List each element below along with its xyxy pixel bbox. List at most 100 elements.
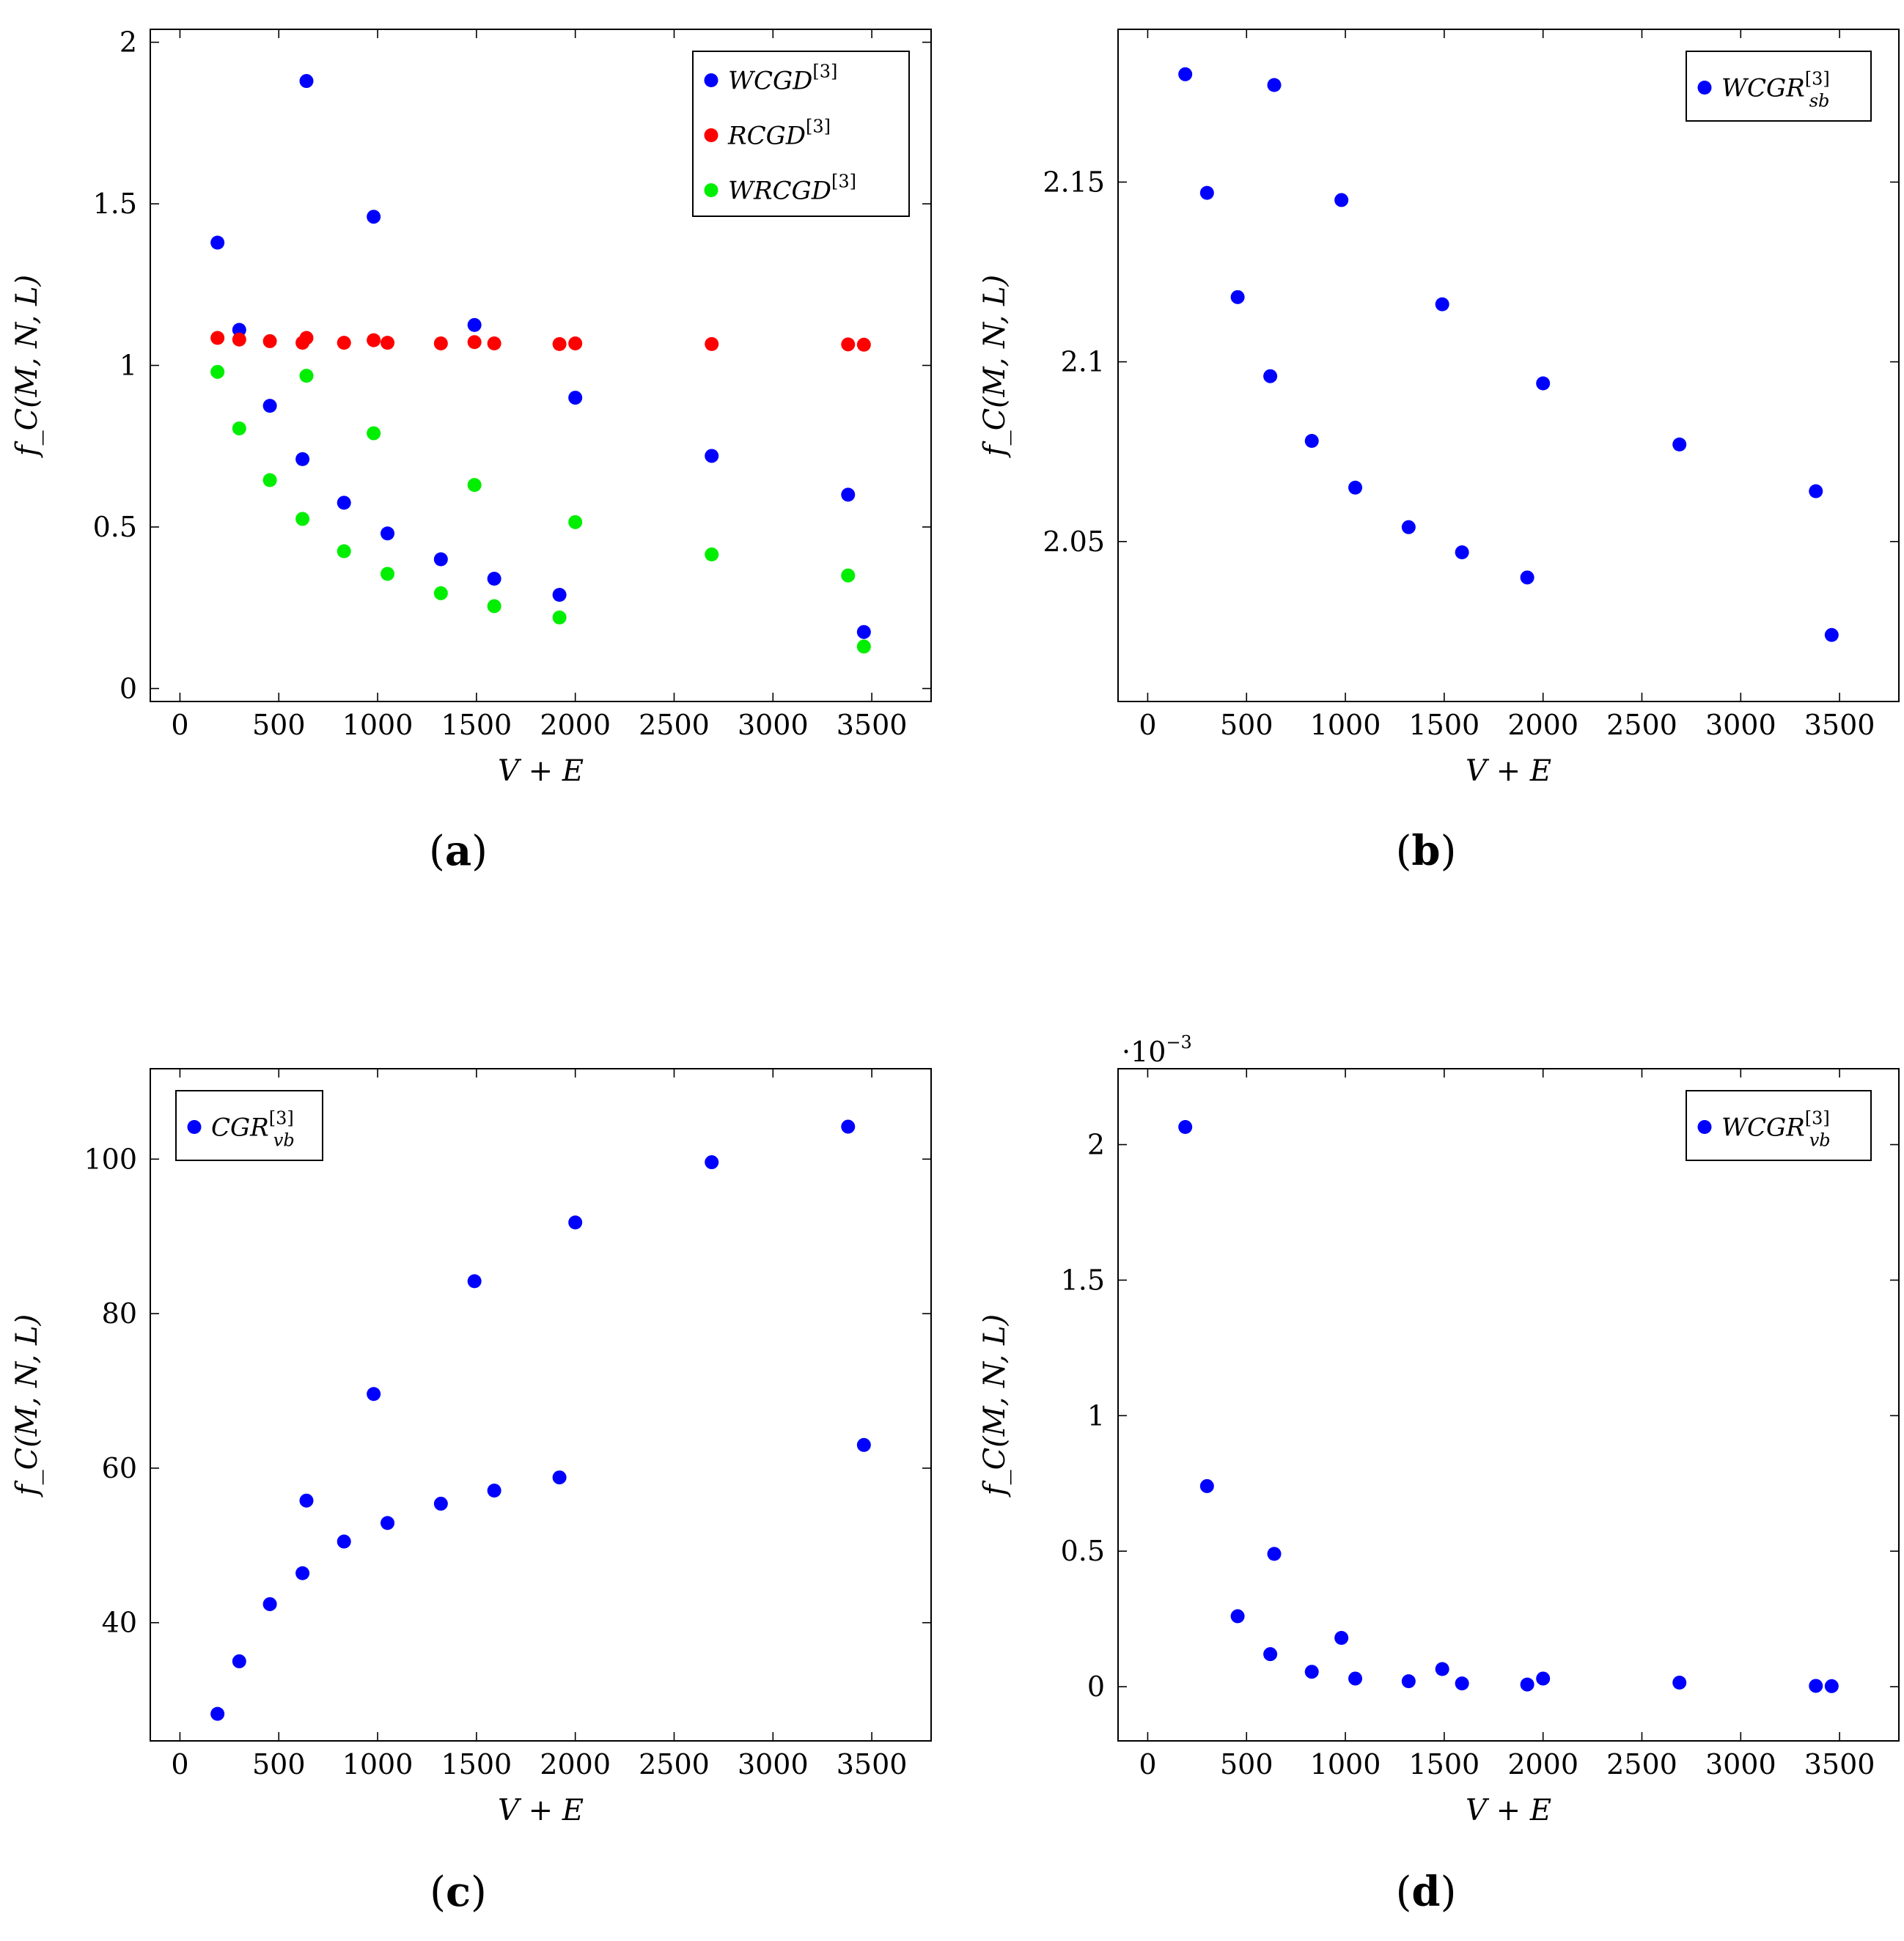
data-point — [1520, 1677, 1534, 1692]
data-point — [1672, 1676, 1687, 1690]
data-point — [1199, 185, 1214, 200]
legend-label-sup: [3] — [806, 117, 831, 137]
x-tick-label: 2500 — [639, 709, 710, 741]
axis-multiplier: ·10−3 — [1122, 1032, 1192, 1068]
data-point — [467, 1274, 482, 1289]
data-point — [856, 625, 871, 639]
data-point — [705, 1155, 719, 1170]
x-tick-label: 1000 — [1310, 1748, 1381, 1780]
data-point — [299, 331, 314, 345]
x-tick-label: 500 — [252, 1748, 306, 1780]
x-tick-label: 1000 — [1310, 709, 1381, 741]
data-point — [262, 1596, 277, 1611]
data-point — [1348, 480, 1363, 495]
legend-label-sup: [3] — [831, 172, 856, 192]
data-point — [1334, 1630, 1349, 1645]
x-tick-label: 1500 — [1409, 1748, 1480, 1780]
data-point — [856, 1437, 871, 1452]
data-point — [295, 512, 310, 526]
y-tick-label: 1 — [120, 350, 137, 382]
x-tick-label: 3500 — [837, 1748, 908, 1780]
data-point — [262, 473, 277, 487]
y-tick-label: 1 — [1087, 1399, 1105, 1432]
x-tick-label: 0 — [1139, 709, 1156, 741]
data-point — [367, 1387, 381, 1402]
data-point — [1199, 1478, 1214, 1493]
data-point — [467, 478, 482, 493]
data-point — [1824, 627, 1839, 642]
legend-label-sup: [3] — [1805, 69, 1830, 89]
x-tick-label: 1500 — [441, 1748, 512, 1780]
data-point — [1230, 1609, 1245, 1624]
data-point — [1520, 570, 1534, 585]
plot-frame — [1117, 1068, 1900, 1742]
x-tick-label: 2000 — [1507, 709, 1578, 741]
x-tick-label: 3500 — [1804, 709, 1875, 741]
data-point — [841, 568, 856, 583]
y-tick-label: 0.5 — [1061, 1535, 1105, 1567]
data-point — [1334, 193, 1349, 207]
y-tick-label: 1.5 — [93, 188, 137, 220]
x-axis-title: V + E — [1466, 1794, 1551, 1827]
x-tick-label: 0 — [171, 709, 188, 741]
x-tick-label: 3000 — [738, 709, 809, 741]
panel-a-label: (a) — [429, 827, 488, 875]
data-point — [1263, 369, 1278, 383]
legend-label-sub: vb — [273, 1130, 295, 1151]
y-axis-title: f_C(M, N, L) — [10, 1314, 44, 1498]
data-point — [841, 337, 856, 352]
y-tick-label: 2 — [1087, 1129, 1105, 1161]
x-tick-label: 3500 — [837, 709, 908, 741]
data-point — [299, 369, 314, 383]
data-point — [210, 364, 225, 379]
x-tick-label: 1500 — [1409, 709, 1480, 741]
data-point — [568, 515, 583, 529]
data-point — [232, 1654, 246, 1668]
data-point — [299, 74, 314, 89]
data-point — [433, 586, 448, 600]
data-point — [1809, 484, 1823, 498]
plot-frame — [150, 1068, 932, 1742]
x-tick-label: 3000 — [1705, 709, 1776, 741]
data-point — [295, 452, 310, 466]
x-tick-label: 2500 — [1606, 709, 1677, 741]
legend-label-sub: sb — [1809, 91, 1830, 111]
data-point — [1401, 520, 1416, 534]
x-tick-label: 2000 — [540, 709, 611, 741]
data-point — [337, 544, 351, 559]
x-tick-label: 0 — [1139, 1748, 1156, 1780]
data-point — [856, 639, 871, 654]
y-axis-title: f_C(M, N, L) — [10, 275, 44, 458]
x-axis-title: V + E — [498, 754, 584, 788]
data-point — [552, 610, 567, 625]
series-wcgr — [1178, 1119, 1839, 1693]
data-point — [487, 336, 501, 351]
y-tick-label: 0 — [1087, 1671, 1105, 1703]
data-point — [1304, 433, 1319, 448]
y-tick-label: 0 — [120, 672, 137, 704]
legend: WCGD[3]RCGD[3]WRCGD[3] — [692, 51, 910, 217]
data-point — [1824, 1679, 1839, 1693]
x-axis-title: V + E — [1466, 754, 1551, 788]
legend-marker — [1697, 1120, 1712, 1134]
legend-marker — [704, 183, 718, 197]
data-point — [381, 1516, 395, 1531]
x-tick-label: 500 — [1220, 709, 1273, 741]
data-point — [568, 336, 583, 351]
series-cgr — [210, 1119, 871, 1721]
plot-frame — [1117, 29, 1900, 702]
legend-marker — [1697, 81, 1712, 95]
x-tick-label: 1000 — [342, 709, 413, 741]
data-point — [1267, 78, 1282, 92]
data-point — [367, 426, 381, 441]
x-tick-label: 3000 — [738, 1748, 809, 1780]
data-point — [433, 336, 448, 351]
y-tick-label: 2.05 — [1043, 526, 1105, 558]
y-tick-label: 100 — [84, 1143, 137, 1175]
y-tick-label: 2.15 — [1043, 166, 1105, 198]
data-point — [367, 210, 381, 224]
x-tick-label: 500 — [1220, 1748, 1273, 1780]
y-tick-label: 1.5 — [1061, 1264, 1105, 1296]
legend: WCGR[3] vb — [1686, 1090, 1872, 1161]
